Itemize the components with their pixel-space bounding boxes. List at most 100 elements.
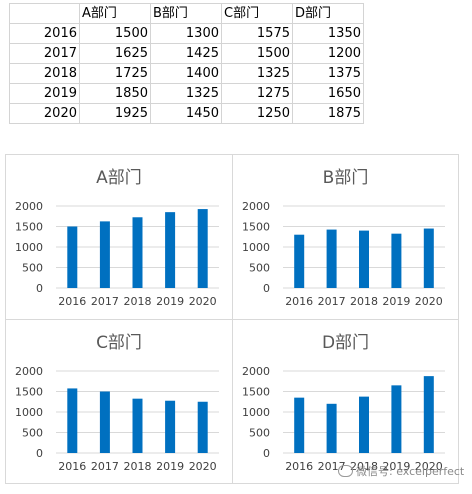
data-table: A部门 B部门 C部门 D部门 2016 1500 1300 1575 1350…: [9, 3, 364, 124]
y-tick-label: 500: [22, 262, 43, 275]
chart-a-svg: A部门 0 500 1000 1500 2000 2016 2017 2018 2019 2020: [15, 168, 219, 308]
y-tick-label: 1500: [242, 386, 270, 399]
y-tick-label: 500: [249, 262, 270, 275]
cell[interactable]: 2020: [9, 103, 80, 124]
bar: [132, 217, 143, 288]
cell[interactable]: 1275: [221, 83, 293, 104]
chart-title: B部门: [323, 168, 369, 188]
cell[interactable]: 1350: [292, 23, 364, 44]
chart-title: A部门: [96, 168, 142, 188]
cell[interactable]: A部门: [79, 3, 151, 24]
cell[interactable]: 2016: [9, 23, 80, 44]
bar: [359, 396, 369, 453]
bar: [423, 376, 434, 453]
y-tick-label: 2000: [242, 200, 270, 213]
cell[interactable]: 2017: [9, 43, 80, 64]
x-tick-label: 2017: [91, 460, 119, 473]
bar: [423, 228, 434, 288]
cell[interactable]: 2019: [9, 83, 80, 104]
bar: [197, 401, 208, 453]
y-tick-label: 1500: [242, 221, 270, 234]
bar: [294, 397, 305, 453]
cell[interactable]: [9, 3, 80, 24]
x-tick-label: 2018: [350, 295, 378, 308]
chart-c[interactable]: C部门 0 500 1000 1500 2000 2016 2017 2018 2019 2020: [6, 320, 232, 483]
cell[interactable]: 1625: [79, 43, 151, 64]
cell[interactable]: C部门: [221, 3, 293, 24]
y-tick-label: 500: [22, 427, 43, 440]
x-tick-label: 2018: [350, 460, 378, 473]
chart-c-svg: C部门 0 500 1000 1500 2000 2016 2017 2018 2019 2020: [15, 333, 219, 473]
x-tick-label: 2016: [58, 295, 86, 308]
chart-d[interactable]: D部门 0 500 1000 1500 2000 2016 2017 2018 2019 2020: [233, 320, 458, 483]
cell[interactable]: 1450: [150, 103, 222, 124]
table-row: 2016 1500 1300 1575 1350: [9, 23, 364, 44]
y-tick-label: 1000: [15, 241, 43, 254]
bar: [294, 234, 305, 288]
bar: [165, 400, 176, 453]
bar: [165, 212, 176, 288]
bar: [326, 229, 337, 288]
chart-title: D部门: [322, 333, 369, 353]
cell[interactable]: 1325: [150, 83, 222, 104]
x-tick-label: 2019: [156, 295, 184, 308]
cell[interactable]: 1575: [221, 23, 293, 44]
bar: [132, 398, 143, 453]
cell[interactable]: 2018: [9, 63, 80, 84]
cell[interactable]: 1250: [221, 103, 293, 124]
cell[interactable]: 1500: [221, 43, 293, 64]
x-tick-label: 2020: [189, 295, 217, 308]
cell[interactable]: 1425: [150, 43, 222, 64]
bar: [67, 388, 78, 453]
x-tick-label: 2018: [124, 295, 152, 308]
y-tick-label: 1000: [242, 406, 270, 419]
cell[interactable]: B部门: [150, 3, 222, 24]
y-tick-label: 0: [263, 282, 270, 295]
y-tick-label: 2000: [242, 365, 270, 378]
y-tick-label: 1000: [15, 406, 43, 419]
x-tick-label: 2020: [415, 460, 443, 473]
cell[interactable]: 1375: [292, 63, 364, 84]
cell[interactable]: 1725: [79, 63, 151, 84]
table-header-row: A部门 B部门 C部门 D部门: [9, 3, 364, 24]
cell[interactable]: 1850: [79, 83, 151, 104]
chart-title: C部门: [96, 333, 142, 353]
y-tick-label: 1500: [15, 386, 43, 399]
chart-b-svg: B部门 0 500 1000 1500 2000 2016 2017 2018 2019 2020: [242, 168, 445, 308]
cell[interactable]: 1300: [150, 23, 222, 44]
watermark-text: 微信号: excelperfect: [356, 465, 465, 478]
table-row: 2018 1725 1400 1325 1375: [9, 63, 364, 84]
bar: [391, 385, 402, 453]
x-tick-label: 2016: [285, 295, 313, 308]
bar: [326, 403, 337, 453]
bar: [67, 226, 78, 288]
cell[interactable]: D部门: [292, 3, 364, 24]
bar: [99, 391, 110, 453]
chart-b[interactable]: B部门 0 500 1000 1500 2000 2016 2017 2018 2019 2020: [233, 155, 458, 319]
x-tick-label: 2017: [318, 295, 346, 308]
x-tick-label: 2019: [156, 460, 184, 473]
cell[interactable]: 1925: [79, 103, 151, 124]
cell[interactable]: 1325: [221, 63, 293, 84]
bar: [391, 233, 402, 288]
y-tick-label: 0: [263, 447, 270, 460]
cell[interactable]: 1400: [150, 63, 222, 84]
cell[interactable]: 1875: [292, 103, 364, 124]
x-tick-label: 2019: [382, 295, 410, 308]
cell[interactable]: 1500: [79, 23, 151, 44]
x-tick-label: 2017: [91, 295, 119, 308]
y-tick-label: 2000: [15, 200, 43, 213]
watermark: 微信号: excelperfect: [338, 463, 464, 479]
cell[interactable]: 1650: [292, 83, 364, 104]
table-row: 2020 1925 1450 1250 1875: [9, 103, 364, 124]
bar: [99, 221, 110, 288]
x-tick-label: 2016: [58, 460, 86, 473]
chart-a[interactable]: A部门 0 500 1000 1500 2000 2016 2017 2018 2019 2020: [6, 155, 232, 319]
chart-divider: [6, 319, 458, 320]
x-tick-label: 2018: [124, 460, 152, 473]
chart-grid: A部门 0 500 1000 1500 2000 2016 2017 2018 2019 2020 …: [5, 154, 459, 484]
bar: [197, 209, 208, 288]
table-row: 2019 1850 1325 1275 1650: [9, 83, 364, 104]
cell[interactable]: 1200: [292, 43, 364, 64]
